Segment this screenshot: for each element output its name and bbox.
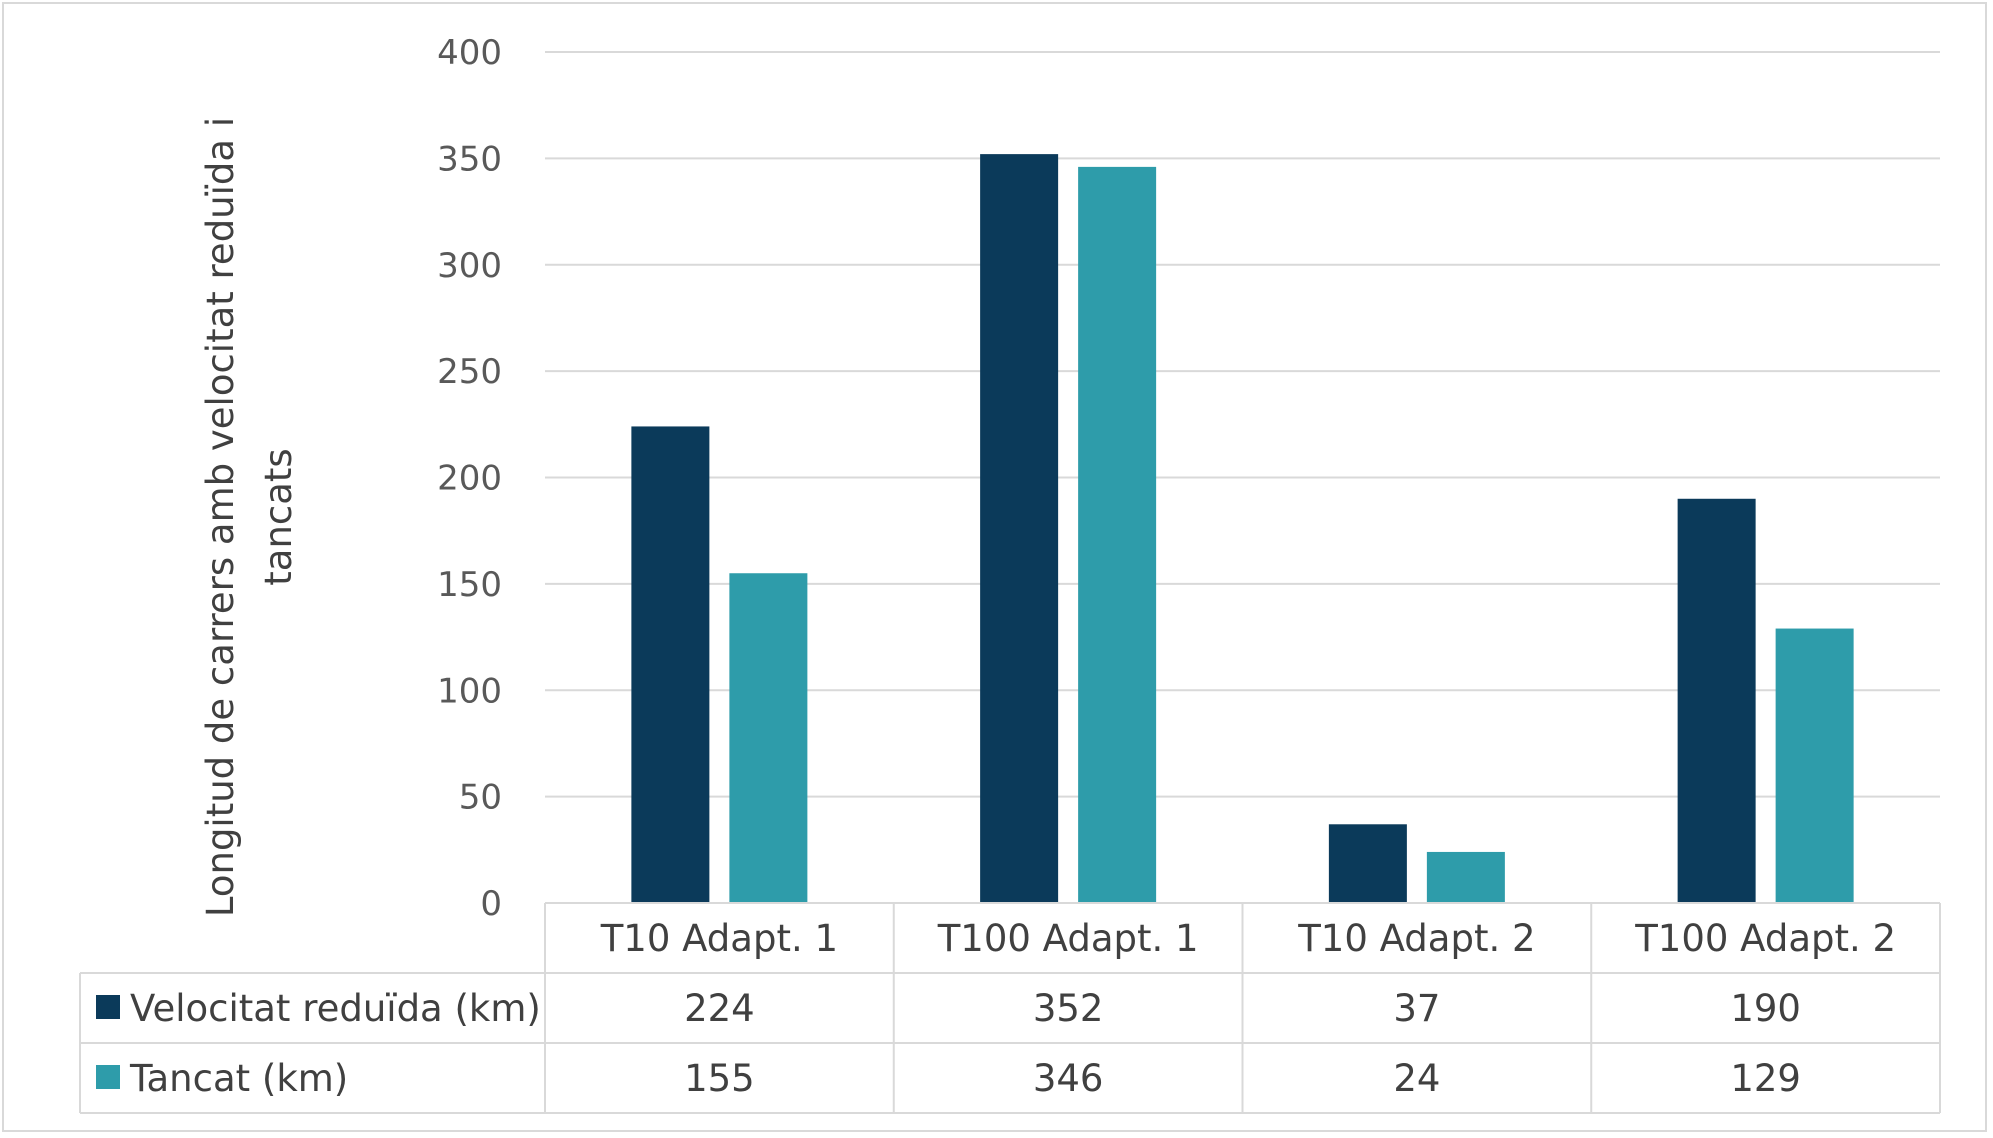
data-label: 190 (1730, 987, 1801, 1030)
y-axis-ticks: 0 50 100 150 200 250 300 350 400 (437, 33, 502, 924)
y-tick-label: 400 (437, 33, 502, 73)
data-label: 352 (1033, 987, 1104, 1030)
y-tick-label: 50 (459, 778, 502, 818)
y-tick-label: 200 (437, 459, 502, 499)
y-tick-label: 300 (437, 246, 502, 286)
bar-velocitat-reduida (980, 154, 1059, 903)
x-category-label: T100 Adapt. 1 (937, 917, 1199, 960)
data-label: 224 (684, 987, 755, 1030)
data-label: 155 (684, 1057, 755, 1100)
bar-tancat (1078, 166, 1157, 903)
y-tick-label: 150 (437, 565, 502, 605)
y-axis-label-line-2: tancats (257, 448, 300, 585)
bar-tancat (1775, 628, 1854, 903)
y-axis-label: Longitud de carrers amb velocitat reduïd… (199, 117, 300, 917)
legend-label: Tancat (km) (129, 1057, 348, 1100)
data-label: 129 (1730, 1057, 1801, 1100)
x-category-label: T10 Adapt. 2 (1297, 917, 1535, 960)
y-tick-label: 100 (437, 671, 502, 711)
bars (631, 154, 1854, 903)
y-tick-label: 350 (437, 139, 502, 179)
y-axis-label-line-1: Longitud de carrers amb velocitat reduïd… (199, 117, 242, 917)
data-label: 346 (1033, 1057, 1104, 1100)
data-table: T10 Adapt. 1 T100 Adapt. 1 T10 Adapt. 2 T10… (79, 902, 1941, 1114)
bar-velocitat-reduida (1677, 498, 1756, 903)
data-label: 24 (1393, 1057, 1440, 1100)
y-tick-label: 250 (437, 352, 502, 392)
bar-velocitat-reduida (1328, 824, 1407, 903)
y-tick-label: 0 (480, 884, 502, 924)
data-label: 37 (1393, 987, 1440, 1030)
bar-velocitat-reduida (631, 426, 710, 903)
legend-label: Velocitat reduïda (km) (130, 987, 541, 1030)
x-category-label: T100 Adapt. 2 (1634, 917, 1896, 960)
legend-swatch (96, 995, 120, 1019)
x-category-label: T10 Adapt. 1 (600, 917, 838, 960)
bar-tancat (1426, 851, 1505, 903)
bar-tancat (729, 573, 808, 903)
legend-swatch (96, 1065, 120, 1089)
